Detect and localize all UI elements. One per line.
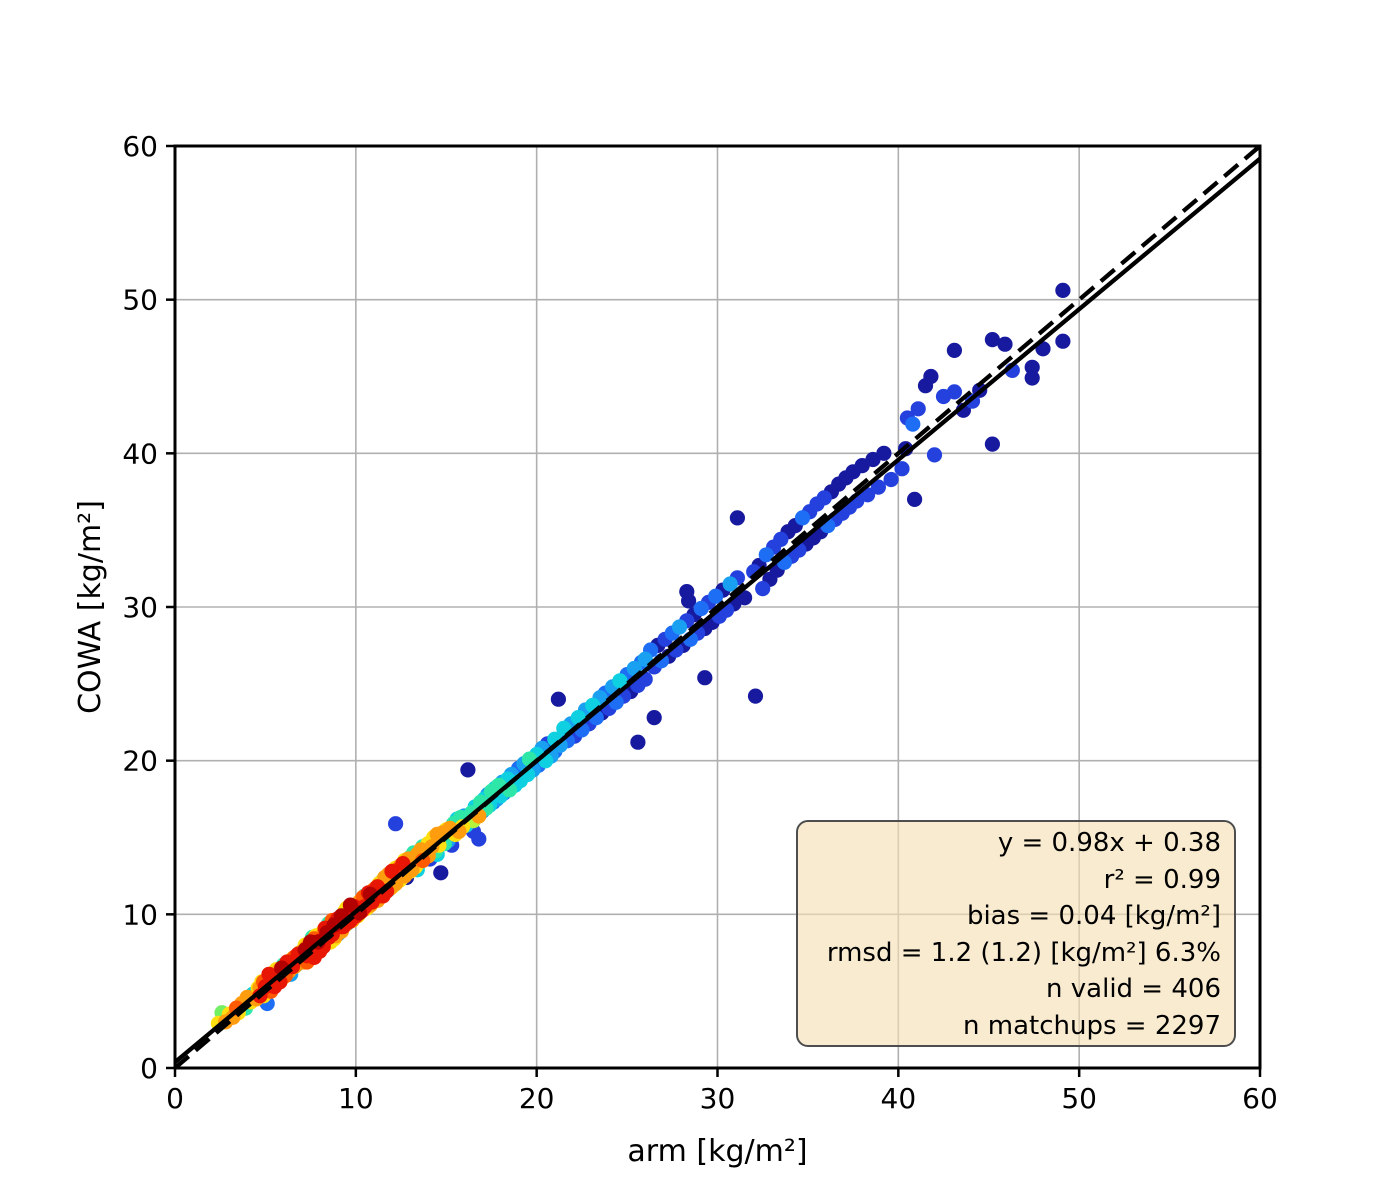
x-tick-label: 40 [881, 1082, 917, 1115]
data-point [1055, 282, 1071, 298]
y-tick-label: 60 [122, 130, 158, 163]
data-point [550, 691, 567, 707]
y-tick-label: 40 [122, 437, 158, 470]
data-point [773, 531, 789, 548]
data-point [1024, 359, 1040, 375]
data-point [737, 590, 753, 606]
stats-line-rmsd: rmsd = 1.2 (1.2) [kg/m²] 6.3% [826, 937, 1221, 968]
data-point [907, 491, 923, 507]
data-point [471, 831, 487, 847]
data-point [755, 581, 771, 597]
x-tick-label: 30 [700, 1082, 736, 1115]
x-axis-label: arm [kg/m²] [627, 1134, 807, 1169]
stats-line-nmatchups: n matchups = 2297 [963, 1010, 1221, 1041]
x-tick-label: 50 [1061, 1082, 1097, 1115]
data-point [433, 865, 449, 881]
data-point [697, 670, 713, 686]
data-point [997, 336, 1013, 352]
data-point [910, 401, 926, 417]
data-point [905, 416, 921, 432]
data-point [384, 863, 400, 879]
data-point [758, 547, 774, 563]
y-tick-label: 30 [122, 591, 158, 624]
data-point [794, 510, 811, 526]
x-tick-label: 0 [166, 1082, 184, 1115]
y-tick-label: 50 [122, 284, 158, 317]
data-point [816, 490, 832, 506]
stats-line-r2: r² = 0.99 [1103, 864, 1221, 895]
data-point [460, 762, 476, 778]
data-point [946, 384, 963, 400]
data-point [923, 368, 939, 385]
identity-line [173, 144, 1262, 1070]
stats-line-equation: y = 0.98x + 0.38 [997, 828, 1221, 858]
y-tick-label: 10 [122, 898, 158, 931]
data-point [388, 816, 404, 832]
data-point [693, 600, 709, 617]
x-tick-label: 10 [338, 1082, 374, 1115]
data-point [630, 734, 646, 750]
stats-box: y = 0.98x + 0.38 r² = 0.99 bias = 0.04 [… [796, 820, 1236, 1047]
x-tick-label: 20 [519, 1082, 555, 1115]
data-point [747, 688, 764, 704]
stats-line-nvalid: n valid = 406 [1046, 974, 1221, 1005]
y-tick-label: 20 [122, 745, 158, 778]
y-axis-label: COWA [kg/m²] [73, 500, 108, 714]
data-point [646, 710, 662, 726]
data-point [946, 342, 963, 358]
data-point [722, 576, 738, 592]
fit-line [173, 156, 1262, 1064]
data-point [708, 588, 724, 604]
data-point [894, 461, 910, 477]
y-tick-label: 0 [140, 1052, 158, 1085]
data-point [612, 673, 628, 689]
data-point [671, 619, 688, 635]
data-point [1055, 333, 1071, 349]
data-point [876, 445, 892, 461]
data-point [883, 471, 899, 488]
data-point [984, 332, 1001, 348]
stats-line-bias: bias = 0.04 [kg/m²] [966, 901, 1221, 932]
data-point [729, 510, 746, 526]
data-point [926, 447, 943, 463]
x-tick-label: 60 [1242, 1082, 1278, 1115]
data-point [984, 436, 1001, 452]
data-point [681, 593, 697, 609]
data-point [870, 479, 887, 495]
data-point [1024, 370, 1040, 386]
